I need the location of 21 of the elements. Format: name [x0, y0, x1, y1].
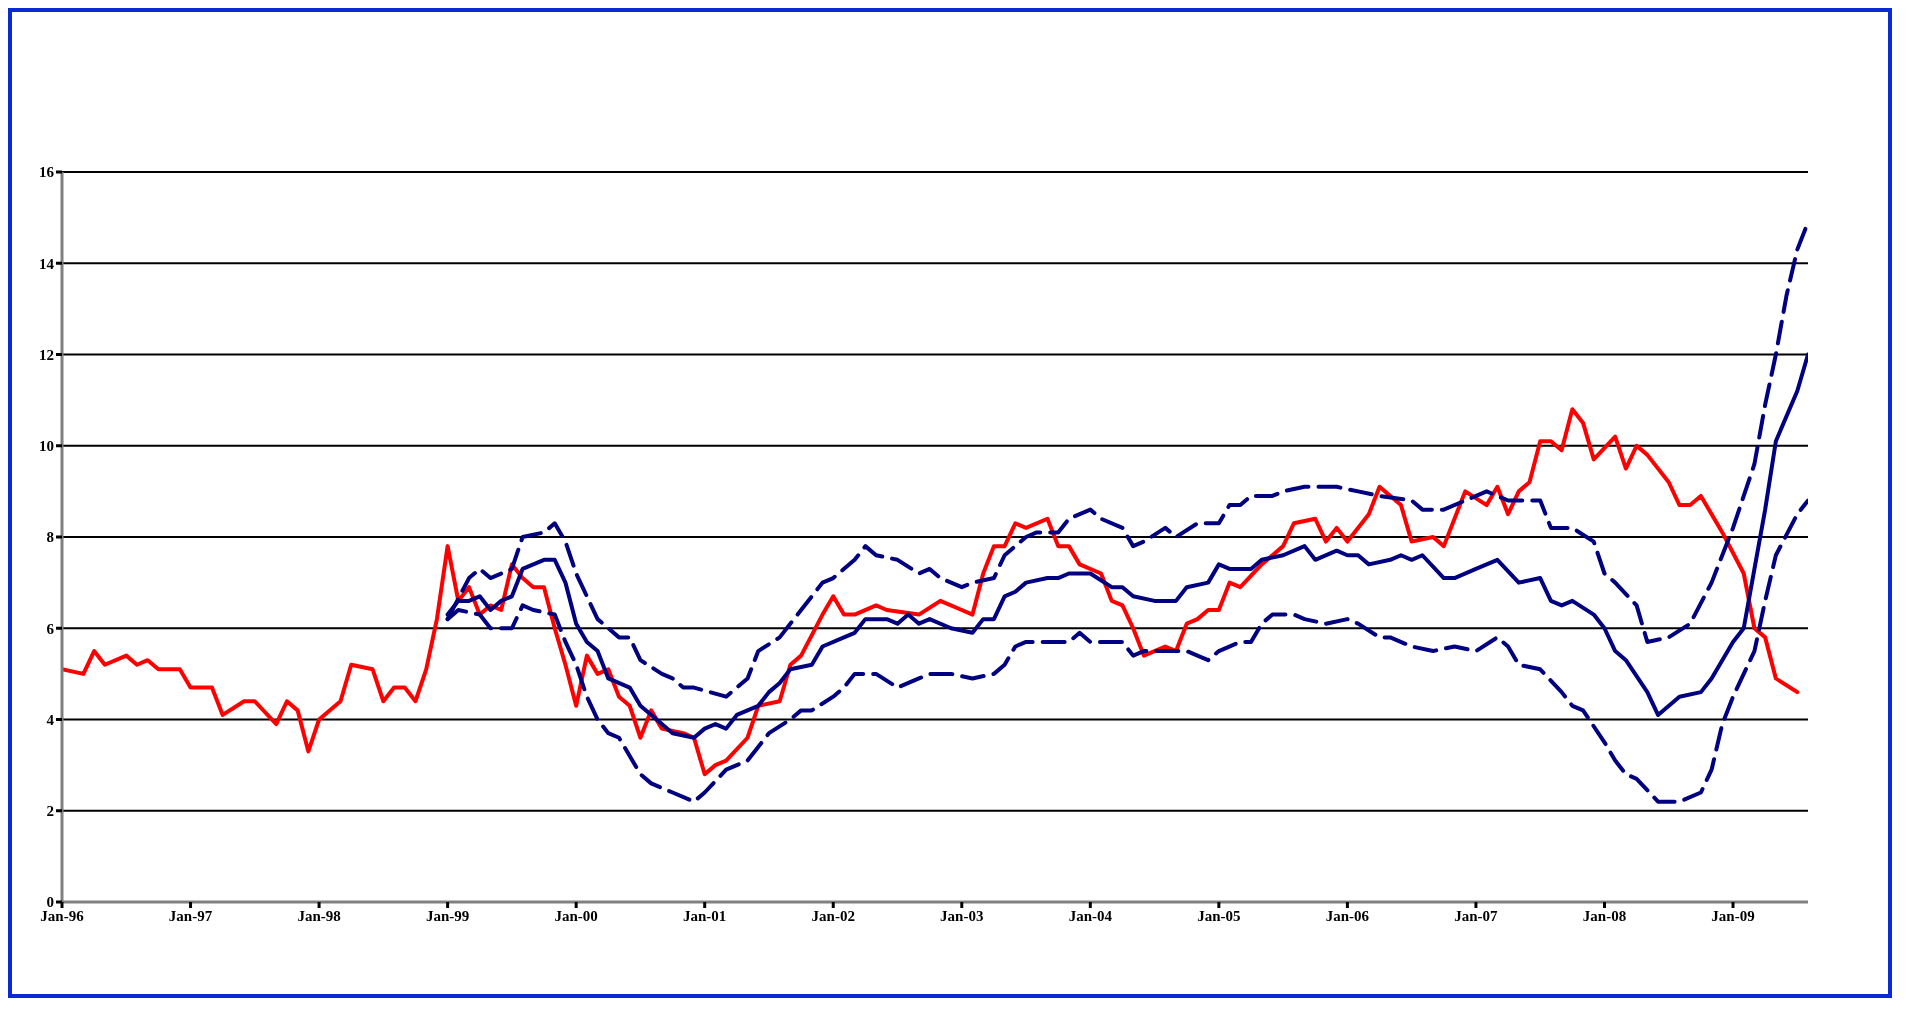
y-tick-label: 8: [46, 529, 54, 546]
x-tick-label: Jan-09: [1711, 907, 1755, 924]
x-tick-label: Jan-04: [1068, 907, 1113, 924]
x-tick-label: Jan-98: [297, 907, 341, 924]
x-tick-label: Jan-03: [940, 907, 984, 924]
x-tick-label: Jan-05: [1197, 907, 1241, 924]
x-tick-label: Jan-02: [811, 907, 855, 924]
x-tick-label: Jan-07: [1454, 907, 1499, 924]
x-tick-label: Jan-06: [1325, 907, 1370, 924]
y-tick-label: 16: [39, 164, 55, 181]
x-tick-label: Jan-01: [683, 907, 727, 924]
y-tick-label: 14: [39, 255, 55, 272]
y-tick-label: 6: [46, 620, 55, 637]
y-tick-label: 10: [39, 438, 54, 455]
y-tick-label: 12: [39, 346, 54, 363]
x-tick-label: Jan-00: [554, 907, 598, 924]
x-tick-label: Jan-99: [425, 907, 470, 924]
y-tick-label: 2: [46, 803, 54, 820]
y-tick-label: 4: [46, 711, 55, 728]
x-tick-label: Jan-08: [1582, 907, 1627, 924]
x-tick-label: Jan-97: [168, 907, 213, 924]
